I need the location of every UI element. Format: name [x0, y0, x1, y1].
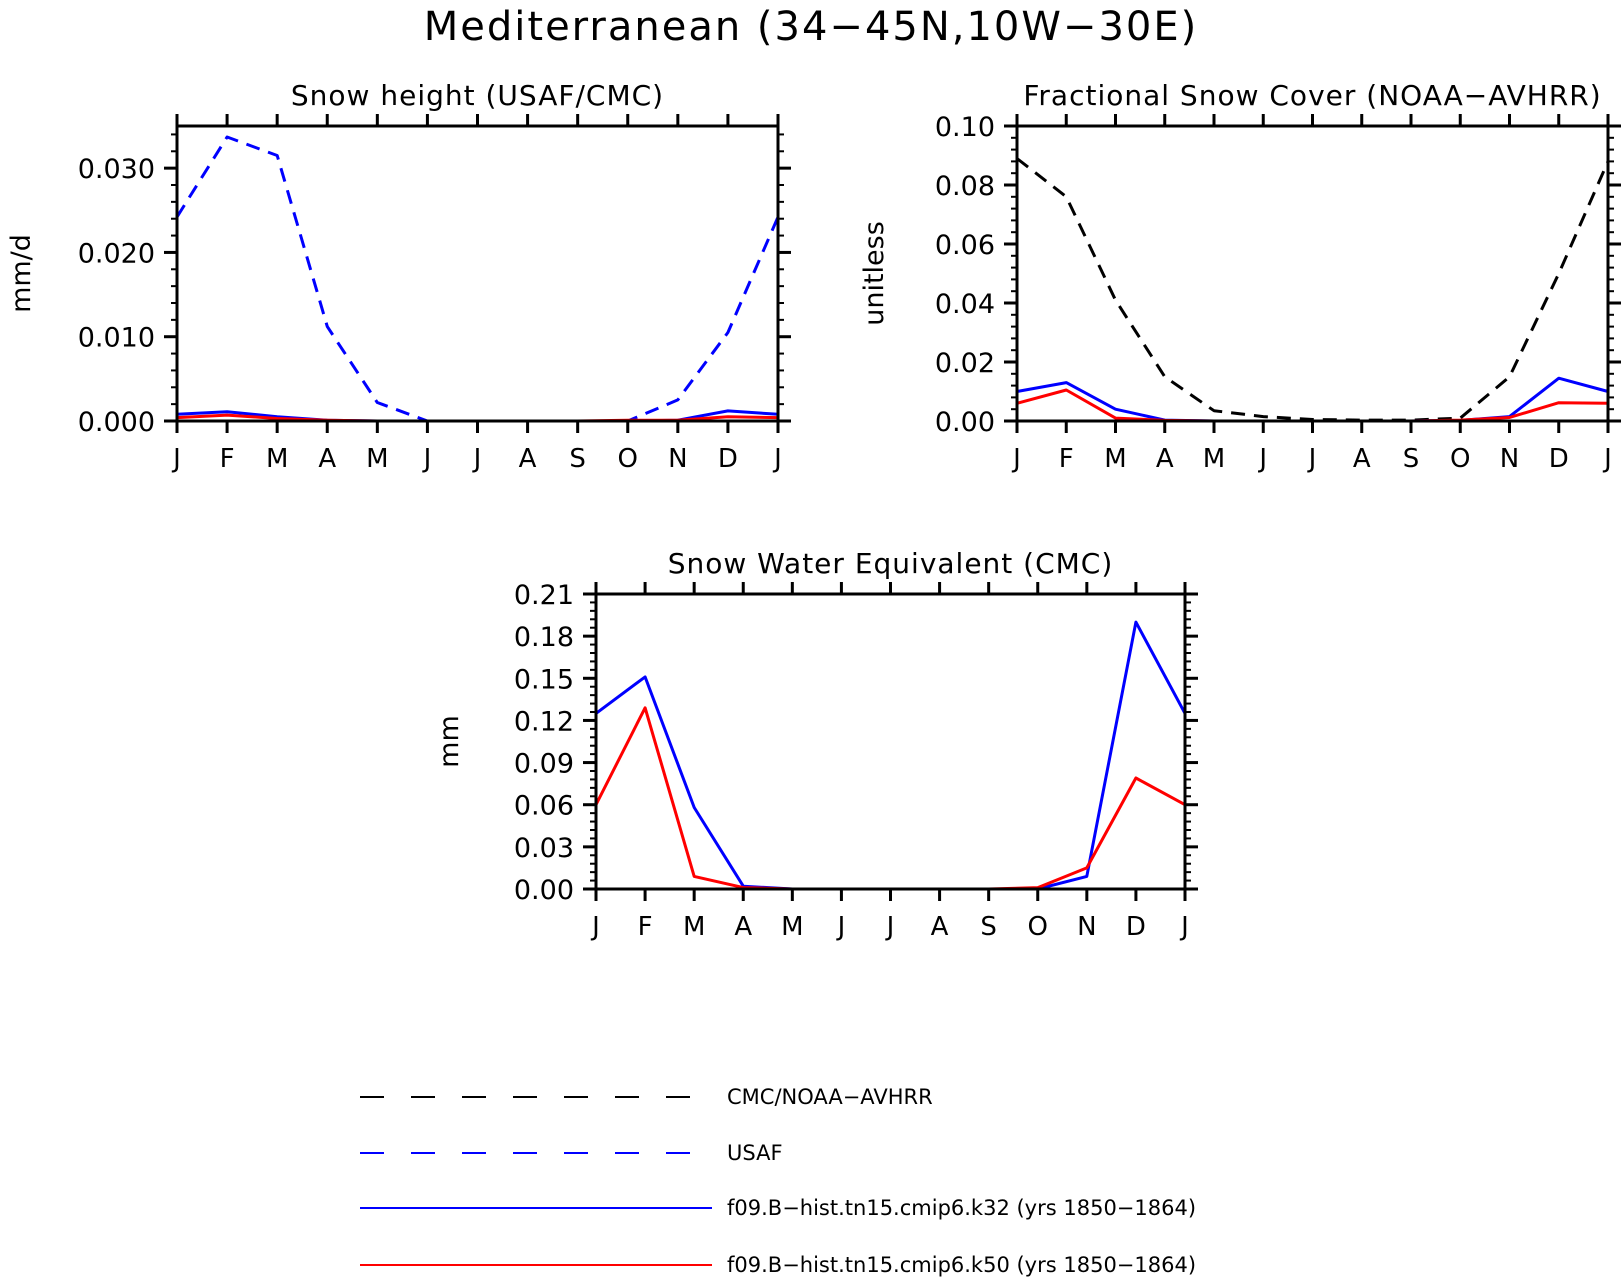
snow-cover-ylabel: unitless — [859, 221, 890, 326]
legend: CMC/NOAA−AVHRR USAF f09.B−hist.tn15.cmip… — [360, 1085, 1196, 1277]
snow-height-ytick-label: 0.020 — [78, 238, 155, 269]
swe-xtick-label: M — [683, 912, 705, 942]
snow-height-xtick-label: N — [668, 444, 687, 474]
snow-cover-xtick-label: S — [1403, 444, 1420, 474]
snow-cover-xtick-label: J — [1257, 444, 1267, 474]
swe-xtick-label: J — [590, 912, 600, 942]
legend-label-k32: f09.B−hist.tn15.cmip6.k32 (yrs 1850−1864… — [727, 1196, 1196, 1220]
swe-ytick-label: 0.12 — [514, 706, 574, 737]
snow-height-ytick-label: 0.030 — [78, 154, 155, 185]
snow-cover-xtick-label: O — [1450, 444, 1470, 474]
snow-cover-series-obs — [1016, 157, 1610, 422]
snow-cover-ytick-label: 0.04 — [935, 289, 995, 320]
snow-cover-ytick-label: 0.06 — [935, 230, 995, 261]
swe-ytick-label: 0.15 — [514, 664, 574, 695]
snow-cover-xtick-label: A — [1353, 444, 1371, 474]
snow-height-ylabel: mm/d — [6, 234, 37, 313]
snow-cover-xtick-label: J — [1011, 444, 1021, 474]
snow-height-xtick-label: J — [772, 444, 782, 474]
snow-height-plot-frame — [175, 124, 780, 423]
snow-height-xtick-label: M — [266, 444, 288, 474]
legend-label-usaf: USAF — [727, 1141, 783, 1165]
snow-cover-ytick-label: 0.00 — [935, 407, 995, 438]
swe-xtick-label: N — [1077, 912, 1096, 942]
snow-cover-xtick-label: J — [1307, 444, 1317, 474]
swe-xtick-label: D — [1126, 912, 1146, 942]
swe-xtick-label: S — [980, 912, 997, 942]
snow-height-xtick-label: S — [569, 444, 586, 474]
swe-xtick-label: O — [1028, 912, 1048, 942]
snow-height-series-usaf — [175, 135, 780, 423]
snow-height-xtick-label: J — [472, 444, 482, 474]
swe-ytick-label: 0.06 — [514, 791, 574, 822]
swe-title: Snow Water Equivalent (CMC) — [668, 547, 1114, 580]
snow-cover-xtick-label: F — [1059, 444, 1074, 474]
snow-cover-xtick-label: D — [1549, 444, 1569, 474]
swe-ylabel: mm — [434, 715, 465, 768]
swe-ytick-label: 0.18 — [514, 622, 574, 653]
snow-height-ytick-label: 0.000 — [78, 407, 155, 438]
legend-label-k50: f09.B−hist.tn15.cmip6.k50 (yrs 1850−1864… — [727, 1253, 1196, 1277]
snow-height-panel: Snow height (USAF/CMC)mm/dJ F M A M J J A S O N D J0… — [6, 79, 791, 474]
snow-cover-panel: Fractional Snow Cover (NOAA−AVHRR) unitle… — [859, 79, 1621, 474]
snow-cover-title: Fractional Snow Cover (NOAA−AVHRR) — [1023, 79, 1601, 112]
swe-xtick-label: M — [781, 912, 803, 942]
swe-xtick-label: A — [931, 912, 949, 942]
snow-cover-xtick-label: A — [1156, 444, 1174, 474]
swe-xtick-label: J — [1179, 912, 1189, 942]
snow-cover-plot-frame — [1015, 124, 1610, 423]
snow-height-xtick-label: J — [171, 444, 181, 474]
snow-height-xtick-label: D — [718, 444, 738, 474]
swe-ytick-label: 0.09 — [514, 749, 574, 780]
swe-ytick-label: 0.03 — [514, 833, 574, 864]
swe-xtick-label: J — [885, 912, 895, 942]
snow-cover-xtick-label: M — [1104, 444, 1126, 474]
swe-xtick-label: J — [836, 912, 846, 942]
snow-height-xtick-label: J — [422, 444, 432, 474]
snow-cover-xtick-label: J — [1602, 444, 1612, 474]
snow-height-xtick-label: A — [318, 444, 336, 474]
figure-title: Mediterranean (34−45N,10W−30E) — [424, 4, 1198, 50]
snow-cover-ytick-label: 0.10 — [935, 112, 995, 143]
swe-series-k50 — [594, 706, 1186, 891]
swe-xtick-label: F — [638, 912, 653, 942]
swe-ytick-label: 0.00 — [514, 875, 574, 906]
snow-height-xtick-label: O — [618, 444, 638, 474]
snow-height-title: Snow height (USAF/CMC) — [291, 79, 664, 112]
swe-panel: Snow Water Equivalent (CMC)mmJ F M A M J J A S O N… — [434, 547, 1198, 942]
snow-cover-ytick-label: 0.02 — [935, 348, 995, 379]
swe-xtick-label: A — [734, 912, 752, 942]
snow-height-xtick-label: F — [220, 444, 235, 474]
snow-height-xtick-label: M — [366, 444, 388, 474]
snow-cover-xtick-label: N — [1500, 444, 1519, 474]
snow-cover-ytick-label: 0.08 — [935, 171, 995, 202]
snow-height-ytick-label: 0.010 — [78, 323, 155, 354]
snow-height-xtick-label: A — [519, 444, 537, 474]
swe-ytick-label: 0.21 — [514, 580, 574, 611]
snow-cover-xtick-label: M — [1203, 444, 1225, 474]
legend-label-obs: CMC/NOAA−AVHRR — [727, 1085, 933, 1109]
